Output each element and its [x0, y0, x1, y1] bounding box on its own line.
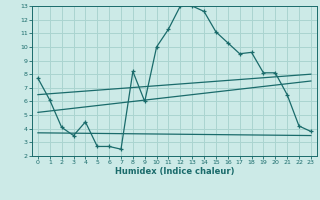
X-axis label: Humidex (Indice chaleur): Humidex (Indice chaleur) — [115, 167, 234, 176]
